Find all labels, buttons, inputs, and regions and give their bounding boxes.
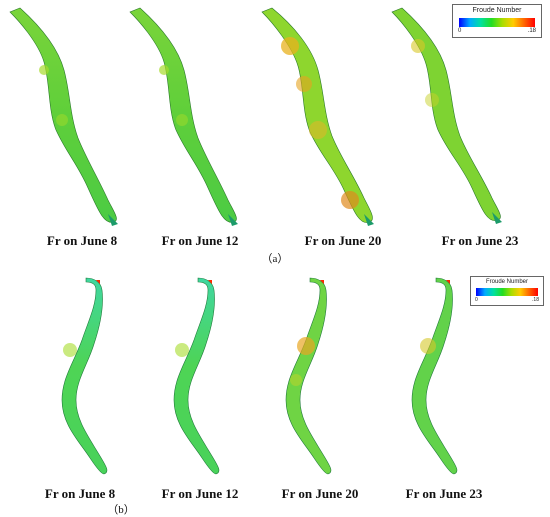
- river-b-june-23: [411, 277, 458, 475]
- river-b-june-20: [285, 277, 332, 475]
- caption-a-june-23: Fr on June 23: [441, 233, 519, 248]
- river-b-june-12: [173, 277, 220, 475]
- legend-b-title: Froude Number: [485, 279, 529, 285]
- caption-b-june-20: Fr on June 20: [281, 486, 359, 501]
- legend-a-colorbar: [459, 18, 535, 27]
- panel-b-label: （b）: [107, 504, 135, 516]
- caption-b-june-12: Fr on June 12: [161, 486, 239, 501]
- legend-b-colorbar: [476, 288, 538, 296]
- river-a-june-20: [261, 7, 374, 226]
- panel-a-label: （a）: [261, 253, 289, 265]
- legend-a-max: .18: [527, 28, 536, 34]
- river-a-june-12: [129, 7, 238, 226]
- legend-a: Froude Number 0 .18: [452, 4, 542, 38]
- legend-a-min: 0: [458, 28, 462, 34]
- caption-b-june-8: Fr on June 8: [44, 486, 116, 501]
- river-b-june-8: [61, 277, 108, 475]
- legend-a-title: Froude Number: [472, 7, 522, 14]
- river-a-june-8: [9, 7, 118, 226]
- caption-a-june-12: Fr on June 12: [161, 233, 239, 248]
- legend-b-min: 0: [475, 297, 478, 303]
- river-a-june-23: [391, 7, 502, 224]
- legend-b: Froude Number 0 .18: [470, 276, 544, 306]
- caption-a-june-20: Fr on June 20: [304, 233, 382, 248]
- caption-b-june-23: Fr on June 23: [405, 486, 483, 501]
- caption-a-june-8: Fr on June 8: [46, 233, 118, 248]
- legend-b-max: .18: [532, 297, 539, 303]
